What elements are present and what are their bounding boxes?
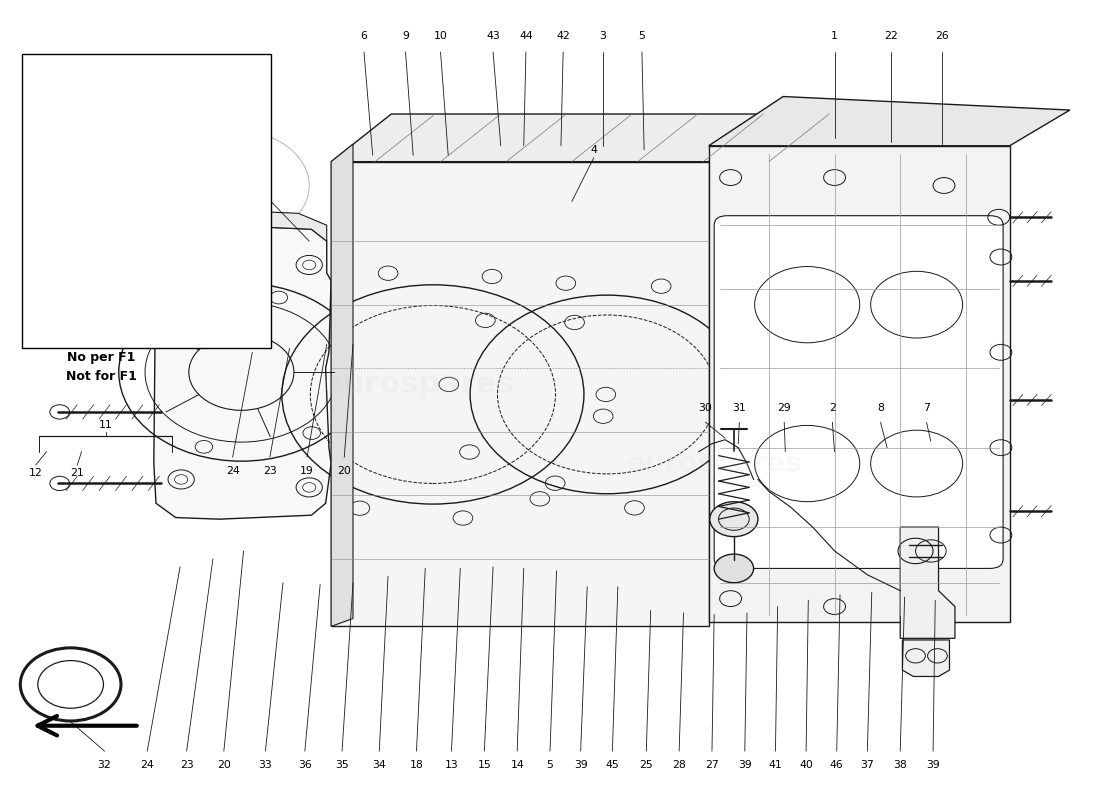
- Text: 15: 15: [477, 761, 492, 770]
- Circle shape: [50, 264, 69, 278]
- Text: 26: 26: [935, 31, 948, 41]
- Text: 3: 3: [600, 31, 606, 41]
- Circle shape: [714, 554, 754, 582]
- Text: 7: 7: [923, 403, 930, 413]
- Text: 14: 14: [510, 761, 524, 770]
- Text: 39: 39: [738, 761, 751, 770]
- Text: 30: 30: [698, 403, 713, 413]
- Text: 13: 13: [444, 761, 459, 770]
- Text: 12: 12: [29, 468, 43, 478]
- FancyBboxPatch shape: [22, 54, 271, 348]
- Text: 29: 29: [778, 403, 791, 413]
- Text: 9: 9: [403, 31, 409, 41]
- Text: 22: 22: [884, 31, 899, 41]
- Text: 24: 24: [226, 466, 240, 477]
- Polygon shape: [900, 527, 955, 638]
- Text: 11: 11: [99, 421, 112, 430]
- Text: 44: 44: [519, 31, 532, 41]
- Polygon shape: [331, 162, 708, 626]
- Text: 8: 8: [877, 403, 884, 413]
- Text: 39: 39: [574, 761, 587, 770]
- Text: 27: 27: [705, 761, 719, 770]
- Text: 46: 46: [829, 761, 844, 770]
- Text: 38: 38: [893, 761, 907, 770]
- Text: 25: 25: [639, 761, 653, 770]
- Text: 32: 32: [98, 761, 111, 770]
- Text: Not for F1: Not for F1: [66, 370, 136, 382]
- Text: 31: 31: [733, 403, 746, 413]
- Polygon shape: [154, 226, 331, 519]
- Polygon shape: [156, 210, 327, 241]
- Circle shape: [710, 502, 758, 537]
- Text: 39: 39: [926, 761, 939, 770]
- Polygon shape: [708, 146, 1010, 622]
- Text: 10: 10: [433, 31, 448, 41]
- Text: 33: 33: [258, 761, 273, 770]
- FancyBboxPatch shape: [714, 216, 1003, 569]
- Text: 18: 18: [409, 761, 424, 770]
- Text: 1: 1: [832, 31, 838, 41]
- Text: 45: 45: [605, 761, 619, 770]
- Text: 23: 23: [263, 466, 277, 477]
- Text: 28: 28: [672, 761, 686, 770]
- Text: 36: 36: [298, 761, 311, 770]
- Text: eurospares: eurospares: [626, 450, 802, 478]
- Text: 24: 24: [141, 761, 154, 770]
- Text: 37: 37: [860, 761, 875, 770]
- Text: No per F1: No per F1: [67, 351, 135, 364]
- Text: 42: 42: [557, 31, 570, 41]
- Circle shape: [50, 476, 69, 490]
- Text: 5: 5: [547, 761, 553, 770]
- Text: 40: 40: [800, 761, 813, 770]
- Circle shape: [50, 330, 69, 343]
- Polygon shape: [331, 144, 353, 626]
- Polygon shape: [708, 97, 1070, 146]
- Text: 20: 20: [338, 466, 351, 477]
- Text: 16: 16: [48, 185, 62, 194]
- Text: 23: 23: [179, 761, 194, 770]
- Text: 5: 5: [638, 31, 646, 41]
- Polygon shape: [331, 114, 769, 162]
- Text: 6: 6: [361, 31, 367, 41]
- Text: 4: 4: [591, 145, 597, 154]
- Text: 34: 34: [373, 761, 386, 770]
- Text: 21: 21: [70, 468, 84, 478]
- Text: 17: 17: [139, 189, 152, 198]
- Text: 35: 35: [336, 761, 349, 770]
- Polygon shape: [902, 640, 949, 677]
- Text: 20: 20: [217, 761, 231, 770]
- Text: eurospares: eurospares: [322, 370, 515, 398]
- Text: 41: 41: [769, 761, 782, 770]
- Circle shape: [50, 405, 69, 419]
- Text: 44: 44: [119, 81, 132, 91]
- Text: 43: 43: [70, 81, 84, 91]
- Text: 2: 2: [829, 403, 836, 413]
- Text: 19: 19: [300, 466, 313, 477]
- Text: 43: 43: [486, 31, 500, 41]
